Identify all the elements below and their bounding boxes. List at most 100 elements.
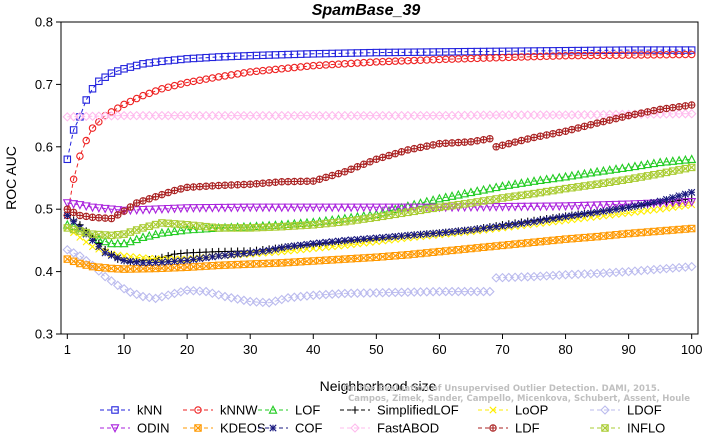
- point-odin: [226, 203, 236, 213]
- point-cof: [126, 257, 134, 265]
- point-cof: [284, 243, 292, 251]
- point-fastabod: [422, 110, 432, 121]
- point-ldf: [410, 144, 418, 153]
- point-fastabod: [68, 111, 79, 122]
- point-knn: [95, 77, 103, 86]
- point-lof: [453, 189, 463, 199]
- point-fastabod: [245, 110, 255, 121]
- point-fastabod: [478, 110, 489, 120]
- point-ldf: [189, 183, 198, 191]
- point-fastabod: [491, 110, 501, 120]
- point-odin: [592, 201, 602, 211]
- point-ldf: [252, 179, 261, 188]
- point-fastabod: [264, 110, 274, 121]
- point-fastabod: [314, 110, 325, 121]
- point-kdeos: [378, 252, 387, 261]
- point-loop: [650, 206, 658, 214]
- point-odin: [617, 200, 627, 210]
- legend-marker-ldf: [489, 424, 497, 432]
- point-cof: [366, 234, 374, 242]
- point-ldof: [440, 286, 451, 297]
- point-cof: [360, 235, 368, 243]
- point-fastabod: [459, 110, 470, 121]
- point-ldf: [643, 108, 652, 116]
- legend-marker-loop: [489, 406, 497, 414]
- point-knnw: [151, 87, 160, 95]
- point-odin: [201, 204, 211, 213]
- point-ldof: [144, 292, 155, 303]
- legend-marker-inflo: [601, 424, 609, 432]
- point-knnw: [126, 97, 135, 106]
- point-ldf: [88, 213, 97, 222]
- y-tick-label: 0.6: [35, 139, 53, 154]
- point-inflo: [139, 224, 147, 232]
- point-cof: [95, 243, 103, 251]
- point-odin: [195, 204, 205, 213]
- point-ldof: [478, 286, 489, 297]
- point-lof: [163, 227, 173, 236]
- legend-item-simplifiedlof: SimplifiedLOF: [340, 403, 459, 418]
- point-fastabod: [541, 110, 552, 120]
- point-cof: [265, 246, 273, 254]
- point-cof: [303, 240, 311, 248]
- point-knn: [88, 85, 97, 93]
- point-fastabod: [567, 110, 577, 120]
- point-fastabod: [295, 110, 306, 121]
- point-lof: [554, 172, 564, 182]
- point-cof: [423, 230, 431, 238]
- point-cof: [448, 228, 456, 236]
- x-axis-label: Neighborhood size: [320, 378, 437, 394]
- point-cof: [656, 197, 664, 205]
- point-ldf: [227, 181, 236, 189]
- point-odin: [283, 203, 293, 213]
- point-ldf: [448, 139, 456, 147]
- chart-title: SpamBase_39: [312, 2, 421, 19]
- point-lof: [605, 165, 615, 174]
- point-ldf: [435, 139, 444, 148]
- point-cof: [612, 205, 620, 213]
- point-ldof: [100, 271, 110, 282]
- point-ldf: [391, 149, 400, 158]
- point-odin: [561, 202, 571, 212]
- point-loop: [637, 207, 645, 216]
- legend-item-fastabod: FastABOD: [340, 421, 439, 434]
- point-lof: [586, 167, 596, 177]
- point-fastabod: [75, 111, 85, 122]
- point-loop: [656, 205, 664, 213]
- point-inflo: [145, 222, 154, 231]
- point-ldf: [517, 136, 526, 145]
- point-lof: [611, 164, 621, 173]
- x-tick-label: 70: [495, 342, 509, 357]
- point-cof: [202, 254, 210, 262]
- point-ldf: [593, 119, 601, 127]
- point-fastabod: [428, 110, 438, 121]
- point-ldof: [384, 287, 394, 298]
- point-cof: [643, 199, 652, 208]
- point-fastabod: [680, 109, 691, 119]
- point-ldf: [580, 122, 589, 131]
- point-ldf: [618, 113, 627, 121]
- point-odin: [151, 205, 161, 215]
- point-ldf: [404, 146, 412, 154]
- point-inflo: [120, 230, 128, 238]
- point-fastabod: [112, 110, 123, 121]
- point-cof: [555, 214, 563, 222]
- point-ldf: [196, 182, 204, 191]
- point-ldf: [505, 139, 513, 148]
- point-ldf: [265, 178, 273, 187]
- point-loop: [662, 204, 671, 212]
- point-odin: [466, 203, 476, 213]
- point-knn: [63, 155, 72, 164]
- point-lof: [132, 234, 142, 244]
- point-odin: [264, 203, 274, 213]
- point-ldf: [366, 158, 374, 166]
- point-ldf: [347, 165, 355, 174]
- legend-marker-simplifiedlof: [351, 406, 359, 414]
- point-lof: [579, 168, 589, 178]
- point-cof: [341, 236, 349, 244]
- point-ldf: [423, 142, 431, 150]
- point-cof: [221, 251, 229, 259]
- x-tick-label: 20: [180, 342, 194, 357]
- point-ldf: [523, 135, 532, 143]
- point-fastabod: [447, 110, 457, 121]
